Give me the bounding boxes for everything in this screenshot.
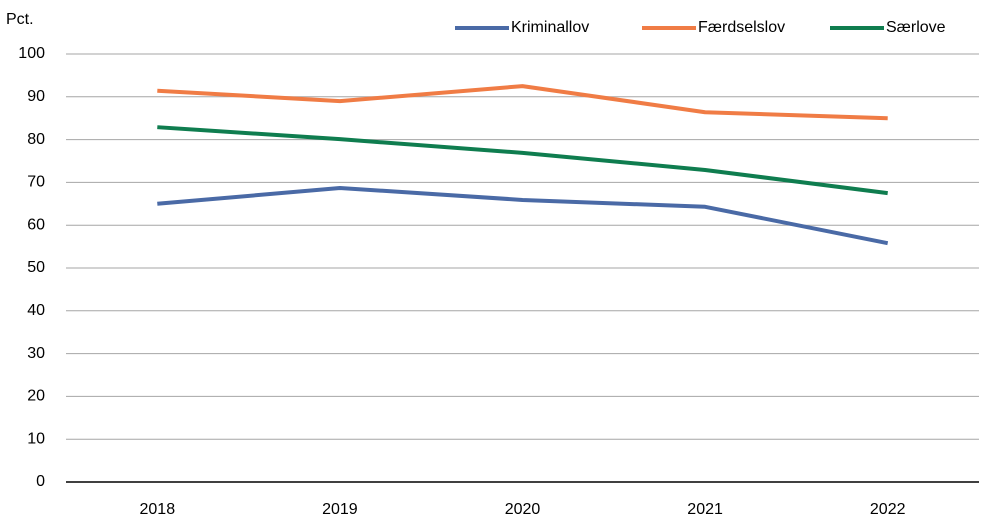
- y-tick-label: 100: [18, 45, 45, 62]
- y-tick-label: 50: [27, 259, 45, 276]
- legend-label: Særlove: [886, 19, 946, 36]
- y-tick-label: 10: [27, 430, 45, 447]
- x-tick-label: 2021: [687, 501, 723, 518]
- x-tick-label: 2022: [870, 501, 906, 518]
- y-tick-label: 80: [27, 131, 45, 148]
- y-tick-label: 0: [36, 473, 45, 490]
- series-line: [157, 185, 889, 246]
- series-line: [157, 84, 888, 121]
- y-axis-label: Pct.: [6, 11, 34, 28]
- y-tick-label: 30: [27, 345, 45, 362]
- series-line: [157, 125, 888, 196]
- legend-label: Kriminallov: [511, 19, 589, 36]
- y-tick-label: 70: [27, 174, 45, 191]
- y-tick-label: 60: [27, 216, 45, 233]
- y-tick-label: 20: [27, 388, 45, 405]
- x-tick-label: 2019: [322, 501, 358, 518]
- legend-label: Færdselslov: [698, 19, 785, 36]
- x-tick-label: 2020: [505, 501, 541, 518]
- y-tick-label: 40: [27, 302, 45, 319]
- x-tick-label: 2018: [140, 501, 176, 518]
- y-tick-label: 90: [27, 88, 45, 105]
